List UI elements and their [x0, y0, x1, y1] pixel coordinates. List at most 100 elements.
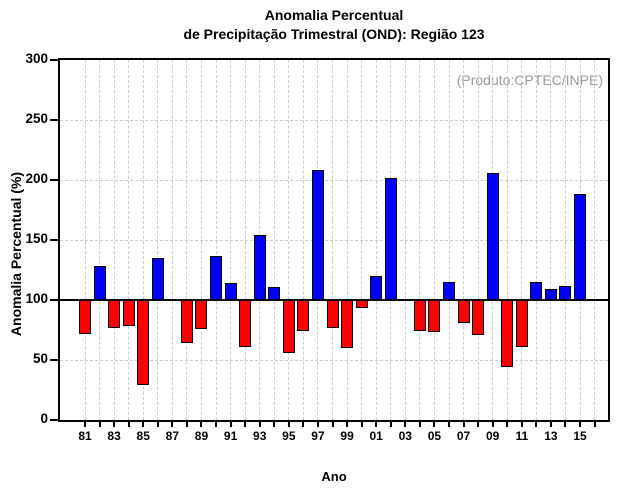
x-axis-tick	[433, 420, 436, 427]
grid-line-v	[506, 60, 508, 420]
grid-line-v	[594, 60, 596, 420]
x-axis-tick	[579, 420, 582, 427]
grid-line-v	[128, 60, 130, 420]
grid-line-h	[60, 359, 608, 361]
grid-line-v	[84, 60, 86, 420]
grid-line-v	[157, 60, 159, 420]
grid-line-v	[186, 60, 188, 420]
grid-line-h	[60, 239, 608, 241]
bar-above-baseline	[311, 170, 324, 300]
x-tick-label: 81	[78, 429, 92, 443]
chart-title-line-1: Anomalia Percentual	[264, 7, 404, 23]
x-tick-label: 07	[456, 429, 471, 443]
x-tick-label: 97	[311, 429, 325, 443]
x-axis-tick	[316, 420, 319, 427]
x-axis-tick	[113, 420, 116, 427]
x-axis-tick	[156, 420, 159, 427]
bar-below-baseline	[79, 300, 91, 334]
bar-below-baseline	[297, 300, 310, 332]
x-axis-tick	[171, 420, 174, 427]
x-axis-tick	[564, 420, 567, 427]
bar-below-baseline	[501, 300, 514, 368]
x-tick-label: 11	[515, 429, 529, 443]
x-tick-label: 03	[398, 429, 412, 443]
bar-below-baseline	[180, 300, 193, 344]
x-tick-label: 99	[340, 429, 354, 443]
grid-line-h	[60, 179, 608, 181]
bar-above-baseline	[93, 266, 106, 300]
grid-line-v	[230, 60, 232, 420]
grid-line-v	[433, 60, 435, 420]
bar-below-baseline	[341, 300, 354, 348]
bar-below-baseline	[355, 300, 368, 309]
product-annotation: (Produto:CPTEC/INPE)	[456, 72, 603, 88]
x-axis-tick	[331, 420, 334, 427]
grid-line-v	[288, 60, 290, 420]
bar-above-baseline	[253, 235, 266, 300]
x-axis-tick	[360, 420, 363, 427]
bar-above-baseline	[559, 285, 572, 300]
x-axis-tick	[535, 420, 538, 427]
y-tick-label: 300	[25, 51, 48, 66]
grid-line-v	[99, 60, 101, 420]
grid-line-v	[564, 60, 566, 420]
bar-above-baseline	[166, 298, 179, 301]
x-tick-label: 89	[194, 429, 209, 443]
x-tick-label: 95	[282, 429, 296, 443]
x-axis-tick	[375, 420, 378, 427]
bar-above-baseline	[151, 258, 164, 300]
y-axis-tick	[50, 59, 58, 61]
grid-line-v	[448, 60, 450, 420]
grid-line-v	[142, 60, 144, 420]
x-tick-label: 15	[573, 429, 587, 443]
bar-above-baseline	[486, 172, 499, 300]
x-tick-label: 91	[223, 429, 238, 443]
x-axis-tick	[418, 420, 421, 427]
grid-line-v	[550, 60, 552, 420]
x-axis-tick	[185, 420, 188, 427]
grid-line-v	[375, 60, 377, 420]
bar-below-baseline	[515, 300, 528, 347]
y-axis-tick	[50, 359, 58, 361]
y-axis-tick	[50, 299, 58, 301]
bar-below-baseline	[282, 300, 295, 353]
x-axis-tick	[273, 420, 276, 427]
bar-below-baseline	[457, 300, 470, 323]
x-tick-label: 13	[544, 429, 558, 443]
grid-line-h	[60, 119, 608, 121]
x-axis-tick	[98, 420, 101, 427]
bar-above-baseline	[210, 255, 223, 300]
y-tick-label: 100	[25, 291, 48, 306]
x-tick-label: 93	[253, 429, 267, 443]
x-axis-tick	[448, 420, 450, 427]
x-axis-tick	[389, 420, 392, 427]
chart-title-line-2: de Precipitação Trimestral (OND): Região…	[183, 26, 485, 42]
grid-line-v	[273, 60, 275, 420]
x-axis-tick	[142, 420, 145, 427]
grid-line-v	[361, 60, 363, 420]
x-axis-tick	[200, 420, 203, 427]
grid-line-v	[521, 60, 523, 420]
plot-area: (Produto:CPTEC/INPE) 0 50 100 150 200 250 300 8…	[25, 51, 610, 443]
x-axis-tick	[491, 420, 494, 427]
grid-line-v	[419, 60, 421, 420]
x-axis-tick	[593, 420, 596, 427]
bar-above-baseline	[224, 283, 237, 300]
bar-below-baseline	[326, 300, 339, 328]
x-axis-tick	[302, 420, 305, 427]
x-tick-label: 05	[427, 429, 442, 443]
bar-below-baseline	[472, 300, 485, 335]
y-tick-label: 250	[25, 111, 48, 126]
bar-below-baseline	[108, 300, 121, 328]
x-axis-label: Ano	[321, 469, 347, 484]
grid-line-v	[346, 60, 348, 420]
x-axis-tick	[229, 420, 232, 427]
bar-below-baseline	[428, 300, 441, 333]
bar-above-baseline	[574, 194, 587, 300]
x-axis-tick	[258, 420, 261, 427]
bar-above-baseline	[399, 298, 412, 301]
x-tick-label: 09	[485, 429, 500, 443]
x-axis-tick	[244, 420, 247, 427]
x-tick-label: 85	[136, 429, 150, 443]
bar-above-baseline	[384, 177, 397, 300]
